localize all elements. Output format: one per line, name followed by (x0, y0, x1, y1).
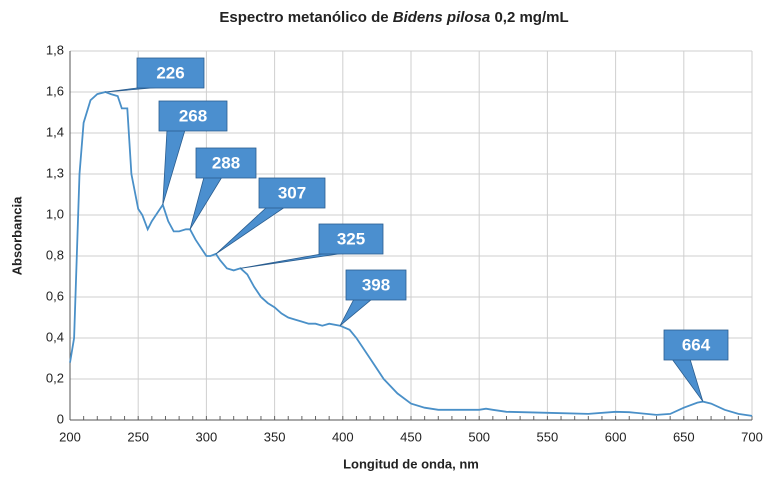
callout-label: 268 (179, 106, 207, 125)
callout-box (663, 329, 729, 361)
spectrum-line (69, 91, 753, 417)
callout-cover (145, 85, 163, 88)
callout-label: 398 (362, 275, 390, 294)
callout-label: 325 (337, 229, 365, 248)
y-tick-label: 1,0 (46, 206, 64, 221)
callout-box (318, 223, 384, 255)
title-part: Bidens pilosa (393, 9, 491, 26)
x-tick-label: 250 (127, 429, 149, 444)
callout-cover (327, 251, 345, 254)
callout-label: 226 (156, 63, 184, 82)
x-tick-label: 450 (400, 429, 422, 444)
y-tick-label: 0,6 (46, 288, 64, 303)
callout-box (136, 57, 205, 89)
callout-cover (354, 297, 372, 300)
x-tick-label: 350 (264, 429, 286, 444)
y-tick-label: 0,8 (46, 247, 64, 262)
callout-tail (240, 252, 346, 269)
callout-label: 664 (682, 335, 711, 354)
y-tick-label: 1,8 (46, 42, 64, 57)
callout-box (158, 100, 228, 132)
callout-box (195, 147, 257, 179)
x-tick-label: 300 (196, 429, 218, 444)
x-tick-label: 600 (605, 429, 627, 444)
title-part: 0,2 mg/mL (494, 9, 568, 26)
callout-tail (162, 129, 186, 205)
y-tick-label: 1,6 (46, 83, 64, 98)
y-tick-label: 0,2 (46, 370, 64, 385)
y-axis-label: Absorbancia (9, 196, 24, 276)
x-tick-label: 200 (59, 429, 81, 444)
x-tick-label: 650 (673, 429, 695, 444)
y-tick-label: 0 (57, 411, 64, 426)
x-tick-label: 500 (468, 429, 490, 444)
callout-label: 307 (278, 183, 306, 202)
callout-box (345, 269, 407, 301)
callout-tail (671, 358, 704, 402)
y-tick-label: 1,3 (46, 165, 64, 180)
x-tick-label: 550 (537, 429, 559, 444)
x-tick-label: 400 (332, 429, 354, 444)
callout-cover (204, 175, 222, 178)
callout-cover (267, 205, 285, 208)
callout-tail (339, 298, 374, 327)
y-tick-label: 0,4 (46, 329, 64, 344)
callout-box (258, 177, 326, 209)
x-axis-label: Longitud de onda, nm (343, 456, 479, 471)
chart-title: Espectro metanólico de Bidens pilosa 0,2… (219, 9, 568, 26)
x-tick-label: 700 (741, 429, 763, 444)
y-tick-label: 1,4 (46, 124, 64, 139)
title-part: Espectro metanólico de (219, 9, 388, 26)
callout-label: 288 (212, 153, 240, 172)
callout-cover (167, 128, 185, 131)
callout-cover (672, 357, 690, 360)
